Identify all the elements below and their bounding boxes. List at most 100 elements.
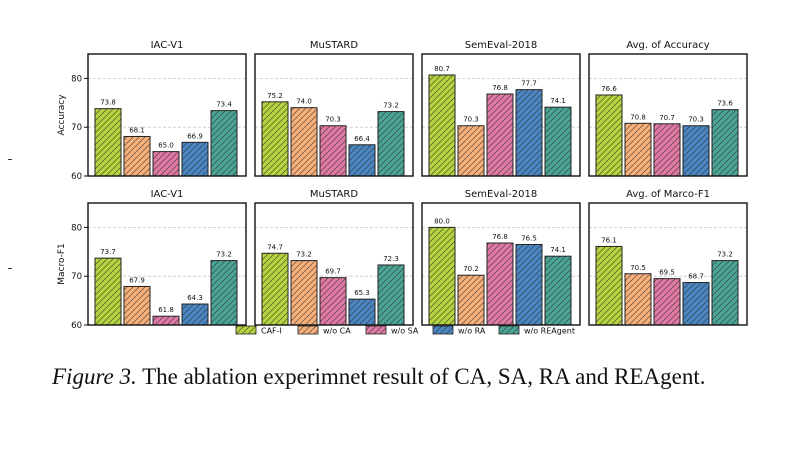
bar [682,282,710,326]
bar [653,123,681,177]
bar [94,257,122,326]
panel: 76.1 70.5 69.5 68.7 73.2 Avg. of Marco-F1 [588,189,748,326]
data-label: 67.9 [129,276,145,284]
bar [711,109,739,177]
panel-title: MuSTARD [310,40,358,51]
bar [94,108,122,177]
bar [123,285,151,326]
y-tick-label: 70 [71,272,82,282]
data-label: 80.0 [434,217,450,225]
data-label: 70.3 [688,116,704,124]
panel-title: Avg. of Accuracy [626,40,709,51]
y-tick-label: 80 [71,74,82,84]
legend-label: w/o RA [458,327,486,336]
data-label: 73.6 [717,100,733,108]
panel-frame [421,53,581,177]
bar [290,107,318,177]
bar [152,151,180,177]
data-label: 73.2 [383,102,399,110]
bar [486,93,514,177]
panel-title: SemEval-2018 [465,40,537,51]
panel-frame [588,202,748,326]
bar [319,125,347,177]
data-label: 70.7 [659,114,675,122]
bar [595,94,623,177]
data-label: 68.7 [688,273,704,281]
data-label: 73.7 [100,248,116,256]
panel-frame [254,53,414,177]
data-label: 76.8 [492,84,508,92]
bar [711,260,739,326]
data-label: 69.5 [659,269,675,277]
data-label: 65.3 [354,289,370,297]
panel: 73.7 67.9 61.8 64.3 73.2 IAC-V1 60 70 80 Macro-F1 [57,189,247,331]
data-label: 66.9 [187,132,203,140]
bar [210,110,238,177]
legend-label: w/o SA [391,327,419,336]
data-label: 74.1 [550,97,566,105]
panel-title: IAC-V1 [151,189,184,200]
panel-frame [87,202,247,326]
data-label: 76.5 [521,234,537,242]
bar [348,144,376,177]
bar [624,273,652,326]
panel-title: SemEval-2018 [465,189,537,200]
bar [515,243,543,326]
panel-frame [254,202,414,326]
data-label: 74.1 [550,246,566,254]
caption-text: The ablation experimnet result of CA, SA… [136,364,706,389]
data-label: 70.5 [630,264,646,272]
panel: 80.7 70.3 76.8 77.7 74.1 SemEval-2018 [421,40,581,177]
legend-swatch [365,325,387,335]
bar [319,277,347,326]
y-axis-label: Macro-F1 [57,243,67,285]
edge-tick-mark [8,268,12,269]
data-label: 61.8 [158,306,174,314]
panel-title: MuSTARD [310,189,358,200]
data-label: 70.3 [325,116,341,124]
data-label: 69.7 [325,268,341,276]
legend-label: w/o CA [323,327,351,336]
data-label: 68.1 [129,126,145,134]
data-label: 70.2 [463,265,479,273]
data-label: 75.2 [267,92,283,100]
bar [653,278,681,326]
panel: 73.8 68.1 65.0 66.9 73.4 IAC-V1 60 70 80 Accuracy [57,40,247,182]
bar [123,135,151,177]
data-label: 73.8 [100,99,116,107]
legend-swatch [297,325,319,335]
bar [261,101,289,177]
data-label: 76.1 [601,236,617,244]
data-label: 73.2 [216,251,232,259]
data-label: 73.2 [717,251,733,259]
panel: 75.2 74.0 70.3 66.4 73.2 MuSTARD [254,40,414,177]
y-tick-label: 60 [71,172,82,182]
data-label: 73.2 [296,251,312,259]
bar [515,89,543,177]
bar [457,274,485,326]
legend-swatch [235,325,257,335]
panel: 74.7 73.2 69.7 65.3 72.3 MuSTARD [254,189,414,326]
bar [290,260,318,326]
panel-frame [421,202,581,326]
data-label: 80.7 [434,65,450,73]
y-tick-label: 80 [71,223,82,233]
bar [428,74,456,177]
bar [682,125,710,177]
y-tick-label: 60 [71,321,82,331]
bar [595,245,623,326]
bar [377,264,405,326]
panel-frame [87,53,247,177]
data-label: 76.8 [492,233,508,241]
data-label: 64.3 [187,294,203,302]
panel: 76.6 70.8 70.7 70.3 73.6 Avg. of Accuracy [588,40,748,177]
figure-caption: Figure 3. The ablation experimnet result… [52,362,756,392]
data-label: 74.0 [296,98,312,106]
data-label: 77.7 [521,80,537,88]
bar [428,226,456,326]
bar [181,141,209,177]
bar [181,303,209,326]
caption-label: Figure 3. [52,364,137,389]
legend-swatch [432,325,454,335]
bar [152,315,180,326]
